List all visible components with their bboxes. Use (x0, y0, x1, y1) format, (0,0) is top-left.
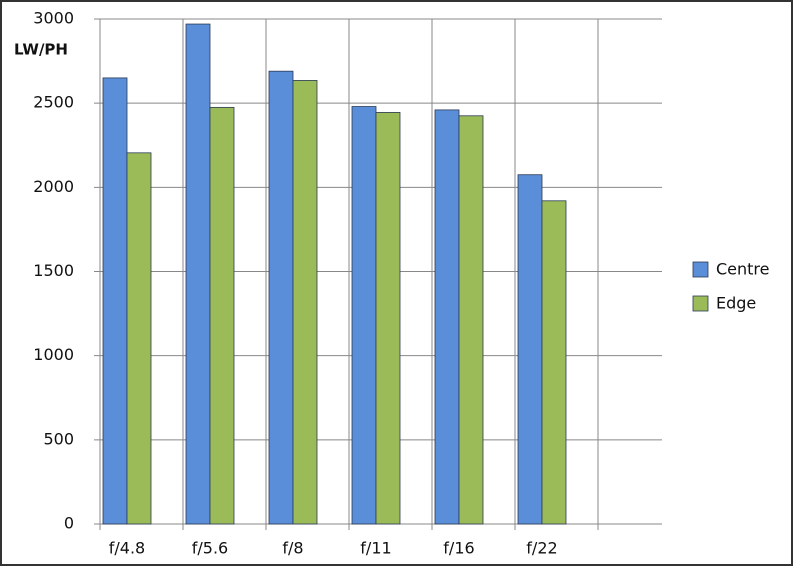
x-tick-label: f/8 (282, 539, 303, 558)
bar (102, 77, 128, 525)
bar (351, 106, 377, 525)
y-tick-label: 500 (43, 429, 74, 448)
y-tick-label: 3000 (33, 9, 74, 28)
bar (434, 109, 460, 525)
legend-swatch (692, 295, 709, 312)
x-tick-label: f/22 (526, 539, 557, 558)
bar (375, 112, 401, 525)
y-tick-label: 1000 (33, 345, 74, 364)
legend-label: Centre (716, 260, 770, 279)
bar (292, 80, 318, 525)
bar (517, 174, 543, 525)
y-tick-label: 1500 (33, 261, 74, 280)
legend-swatch (692, 261, 709, 278)
bar (458, 115, 484, 525)
x-tick-label: f/11 (360, 539, 391, 558)
y-tick-label: 2500 (33, 93, 74, 112)
bar (126, 152, 152, 525)
x-tick-label: f/4.8 (109, 539, 145, 558)
y-tick-label: 2000 (33, 177, 74, 196)
x-tick-label: f/5.6 (192, 539, 228, 558)
y-tick-label: 0 (64, 514, 74, 533)
bar (209, 106, 235, 525)
bar (268, 70, 294, 525)
bar (185, 23, 211, 525)
y-axis-label: LW/PH (14, 41, 68, 59)
legend-label: Edge (716, 294, 756, 313)
x-tick-label: f/16 (443, 539, 474, 558)
bar (541, 200, 567, 525)
